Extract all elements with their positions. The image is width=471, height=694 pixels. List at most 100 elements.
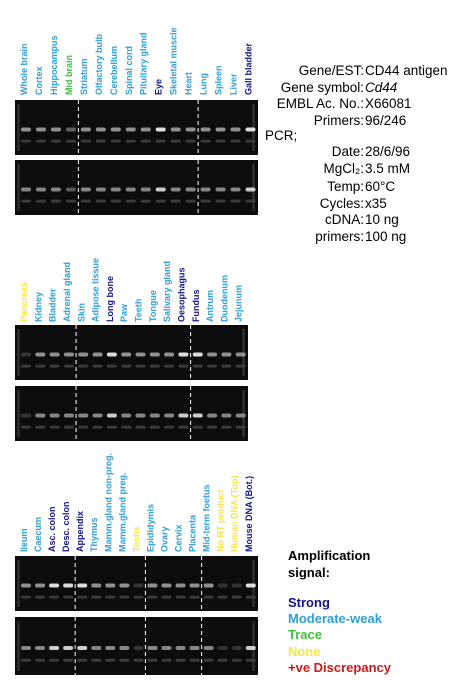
primer-dimer — [203, 658, 214, 662]
primer-dimer — [21, 595, 31, 599]
info-value: 60°C — [365, 179, 396, 194]
info-value: 10 ng — [365, 212, 399, 227]
primer-dimer — [231, 595, 242, 599]
band — [221, 413, 232, 418]
primer-dimer — [245, 139, 256, 143]
primer-dimer — [35, 199, 46, 203]
band — [230, 127, 241, 132]
primer-dimer — [78, 364, 89, 368]
lane-label: Jejunum — [234, 285, 244, 322]
band — [35, 646, 46, 650]
primer-dimer — [215, 199, 226, 203]
band — [200, 127, 211, 132]
band — [192, 413, 203, 418]
band — [161, 583, 172, 588]
band — [133, 583, 144, 588]
band — [49, 413, 60, 418]
band — [207, 413, 218, 418]
band — [21, 187, 31, 192]
lane-label: Antrum — [205, 290, 215, 322]
primer-dimer — [217, 595, 228, 599]
band — [147, 646, 158, 650]
band — [35, 352, 46, 357]
band — [35, 127, 46, 132]
info-label: Cycles: — [319, 196, 364, 211]
band — [170, 187, 181, 192]
band — [164, 352, 175, 357]
primer-dimer — [92, 425, 103, 429]
primer-dimer — [105, 658, 116, 662]
lane-label: Oesophagus — [176, 267, 186, 322]
primer-dimer — [221, 364, 232, 368]
band — [147, 583, 158, 588]
info-label: primers: — [315, 229, 364, 244]
band — [119, 583, 130, 588]
primer-dimer — [203, 595, 214, 599]
lane-label: Spleen — [214, 65, 224, 95]
band — [95, 127, 106, 132]
primer-dimer — [49, 425, 60, 429]
lane-label: Mid brain — [64, 55, 74, 95]
primer-dimer — [161, 595, 172, 599]
primer-dimer — [95, 139, 106, 143]
band — [91, 646, 102, 650]
band — [149, 413, 160, 418]
primer-dimer — [49, 595, 60, 599]
primer-dimer — [21, 658, 31, 662]
primer-dimer — [35, 364, 46, 368]
primer-dimer — [230, 199, 241, 203]
legend-item: None — [288, 644, 321, 659]
primer-dimer — [133, 658, 144, 662]
band — [170, 127, 181, 132]
primer-dimer — [119, 658, 130, 662]
lane-label: Mamm.gland preg. — [117, 472, 127, 552]
band — [164, 413, 175, 418]
lane-label: Placenta — [188, 514, 198, 552]
lane-label: Human DNA (Top) — [230, 476, 240, 553]
ladder — [17, 104, 20, 151]
primer-dimer — [135, 425, 146, 429]
info-label: PCR; — [265, 128, 298, 143]
lane-label: Whole brain — [19, 44, 29, 96]
band — [203, 646, 214, 650]
info-label: Temp: — [327, 179, 364, 194]
primer-dimer — [35, 139, 46, 143]
lane-label: Caecum — [33, 517, 43, 552]
primer-dimer — [207, 364, 218, 368]
info-label: MgCl₂: — [323, 161, 365, 176]
lane-label: Teeth — [134, 299, 144, 322]
band — [221, 352, 232, 357]
band — [35, 413, 46, 418]
band — [245, 187, 256, 192]
band — [121, 352, 132, 357]
primer-dimer — [21, 364, 31, 368]
legend-item: Trace — [288, 627, 322, 642]
primer-dimer — [110, 199, 121, 203]
band — [207, 352, 218, 357]
lane-label: Spinal cord — [124, 46, 134, 95]
band — [49, 646, 60, 650]
primer-dimer — [35, 658, 46, 662]
lane-label: Liver — [229, 73, 239, 95]
band — [125, 187, 136, 192]
primer-dimer — [192, 425, 203, 429]
lane-label: Ileum — [19, 528, 29, 552]
band — [178, 352, 189, 357]
primer-dimer — [65, 139, 76, 143]
primer-dimer — [178, 364, 189, 368]
info-label: Date: — [331, 144, 364, 159]
lane-label: Appendix — [75, 511, 85, 552]
ladder — [17, 164, 20, 211]
primer-dimer — [189, 658, 200, 662]
primer-dimer — [63, 658, 74, 662]
primer-dimer — [133, 595, 144, 599]
info-label: Gene/EST: — [298, 63, 364, 78]
info-label: cDNA: — [324, 212, 364, 227]
band — [77, 646, 88, 650]
lane-label: Striatum — [79, 58, 89, 95]
lane-label: Asc. colon — [47, 506, 57, 552]
lane-label: Testis — [131, 527, 141, 552]
primer-dimer — [80, 199, 91, 203]
band — [80, 127, 91, 132]
ladder — [17, 329, 20, 376]
